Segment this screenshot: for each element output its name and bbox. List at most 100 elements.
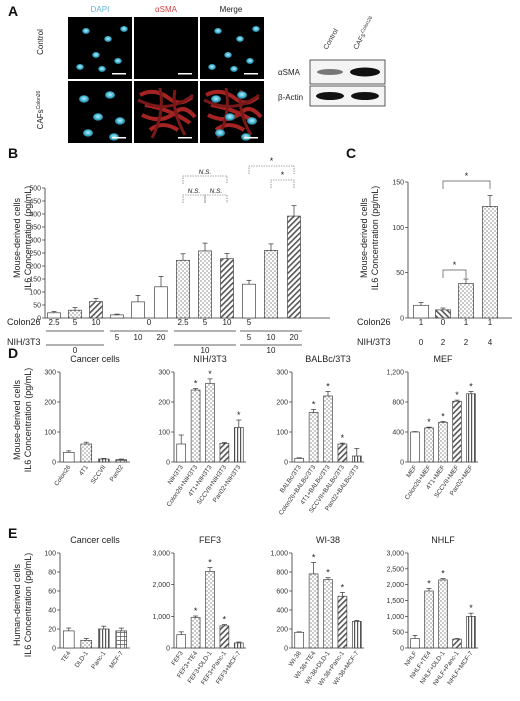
micrograph-control-asma bbox=[134, 17, 198, 79]
y-tick-label: 150 bbox=[29, 277, 41, 284]
significance-bracket bbox=[442, 269, 467, 278]
panel-e: E Human-derived cells IL6 Concentration … bbox=[8, 525, 478, 687]
y-tick-label: 500 bbox=[392, 630, 404, 637]
category-label: Colon26 bbox=[53, 464, 72, 488]
bar bbox=[308, 412, 319, 463]
y-tick-label: 450 bbox=[29, 199, 41, 206]
y-tick-label: 100 bbox=[158, 430, 170, 437]
colon26-tick-label: 5 bbox=[203, 318, 208, 327]
y-tick-label: 300 bbox=[158, 370, 170, 377]
significance-star: * bbox=[208, 558, 212, 568]
ylabel-c-line2: IL6 Concentration (pg/mL) bbox=[370, 186, 380, 291]
rowlabel-c-colon26: Colon26 bbox=[357, 317, 391, 327]
nucleus bbox=[120, 26, 128, 32]
blot-band-label-asma: αSMA bbox=[278, 68, 301, 77]
nucleus bbox=[208, 64, 216, 70]
bar bbox=[438, 421, 448, 463]
significance-star: * bbox=[341, 433, 345, 443]
nih-value: 2 bbox=[464, 338, 469, 347]
bar bbox=[80, 443, 93, 463]
significance-star: * bbox=[326, 382, 330, 392]
bar bbox=[219, 625, 230, 649]
subchart-nih-3t3: NIH/3T30100200300NIH3T3*Colon26+NIH3T3*4… bbox=[158, 354, 246, 508]
bar bbox=[466, 393, 476, 463]
y-tick-label: 100 bbox=[29, 290, 41, 297]
y-tick-label: 0 bbox=[37, 316, 41, 323]
nucleus bbox=[76, 64, 84, 70]
charts-d: Cancer cells 0 100 200 300 Colon26 4T1 SCCVII Pa… bbox=[44, 354, 478, 516]
y-tick-label: 20 bbox=[48, 627, 56, 634]
bar bbox=[435, 309, 451, 319]
y-tick-label: 100 bbox=[44, 430, 56, 437]
nucleus bbox=[115, 117, 125, 125]
significance-bracket bbox=[204, 194, 228, 203]
row-label-cafs: CAFsColon26 bbox=[36, 90, 45, 129]
y-tick-label: 200 bbox=[158, 400, 170, 407]
bar bbox=[176, 634, 187, 649]
y-tick-label: 1,000 bbox=[386, 614, 404, 621]
y-tick-label: 0 bbox=[166, 460, 170, 467]
category-label: SCCVII bbox=[90, 464, 108, 485]
significance-label: * bbox=[281, 170, 285, 180]
y-tick-label: 200 bbox=[276, 627, 288, 634]
y-tick-label: 3,000 bbox=[386, 551, 404, 558]
bar bbox=[410, 431, 420, 463]
bar bbox=[308, 573, 319, 649]
y-tick-label: 400 bbox=[276, 608, 288, 615]
significance-bracket bbox=[182, 175, 228, 184]
y-tick-label: 50 bbox=[396, 270, 404, 277]
subchart-title: NHLF bbox=[431, 535, 455, 545]
significance-label: * bbox=[453, 260, 457, 270]
bar bbox=[115, 630, 128, 649]
significance-star: * bbox=[427, 417, 431, 427]
micrograph-cafs-dapi bbox=[68, 81, 132, 143]
panel-label-c: C bbox=[346, 145, 356, 161]
y-tick-label: 2,000 bbox=[152, 582, 170, 589]
subchart-cancer-cells: Cancer cells 0 20 40 60 80 100 TE4 DLD-1 Panc-1 MC… bbox=[44, 535, 130, 670]
nucleus bbox=[98, 66, 106, 72]
category-label: MEF bbox=[405, 464, 418, 479]
nucleus bbox=[236, 36, 244, 42]
significance-star: * bbox=[469, 382, 473, 392]
significance-star: * bbox=[326, 568, 330, 578]
micrograph-grid bbox=[68, 17, 264, 143]
y-tick-label: 300 bbox=[44, 370, 56, 377]
nih-tick-label: 20 bbox=[290, 333, 299, 342]
nucleus bbox=[252, 26, 260, 32]
bar bbox=[287, 215, 301, 319]
subchart-balbc-3t3: BALBc/3T30100200300BALBc/3T3*Colon26+BAL… bbox=[276, 354, 364, 516]
colon26-tick-label: 10 bbox=[223, 318, 232, 327]
y-tick-label: 80 bbox=[48, 570, 56, 577]
bar bbox=[115, 459, 128, 463]
nucleus bbox=[237, 91, 247, 99]
significance-star: * bbox=[208, 369, 212, 379]
bar bbox=[198, 250, 212, 319]
column-label-asma: αSMA bbox=[155, 5, 178, 14]
category-label: DLD-1 bbox=[74, 650, 90, 669]
bar bbox=[97, 458, 110, 463]
bar bbox=[482, 206, 498, 319]
bar bbox=[424, 590, 434, 649]
nucleus bbox=[247, 117, 257, 125]
subchart-title: WI-38 bbox=[316, 535, 340, 545]
significance-star: * bbox=[427, 578, 431, 588]
y-tick-label: 800 bbox=[276, 570, 288, 577]
colon26-tick-label: 2.5 bbox=[177, 318, 189, 327]
nih-tick-label: 5 bbox=[115, 333, 120, 342]
significance-star: * bbox=[469, 603, 473, 613]
subchart-fef3: FEF301,0002,0003,000FEF3*FEF3+TE4*FEF3+D… bbox=[152, 535, 246, 686]
significance-star: * bbox=[223, 615, 227, 625]
y-tick-label: 0 bbox=[284, 646, 288, 653]
bar bbox=[413, 304, 429, 319]
colon26-value: 1 bbox=[488, 318, 493, 327]
ylabel-b-line1: Mouse-derived cells bbox=[12, 197, 22, 278]
significance-star: * bbox=[312, 553, 316, 563]
row-label-control: Control bbox=[36, 29, 45, 55]
category-label: TE4 bbox=[60, 650, 73, 664]
colon26-tick-label: 5 bbox=[247, 318, 252, 327]
bar bbox=[452, 638, 462, 649]
y-tick-label: 200 bbox=[29, 264, 41, 271]
nih-group-label: 0 bbox=[73, 346, 78, 355]
bar bbox=[89, 301, 103, 319]
